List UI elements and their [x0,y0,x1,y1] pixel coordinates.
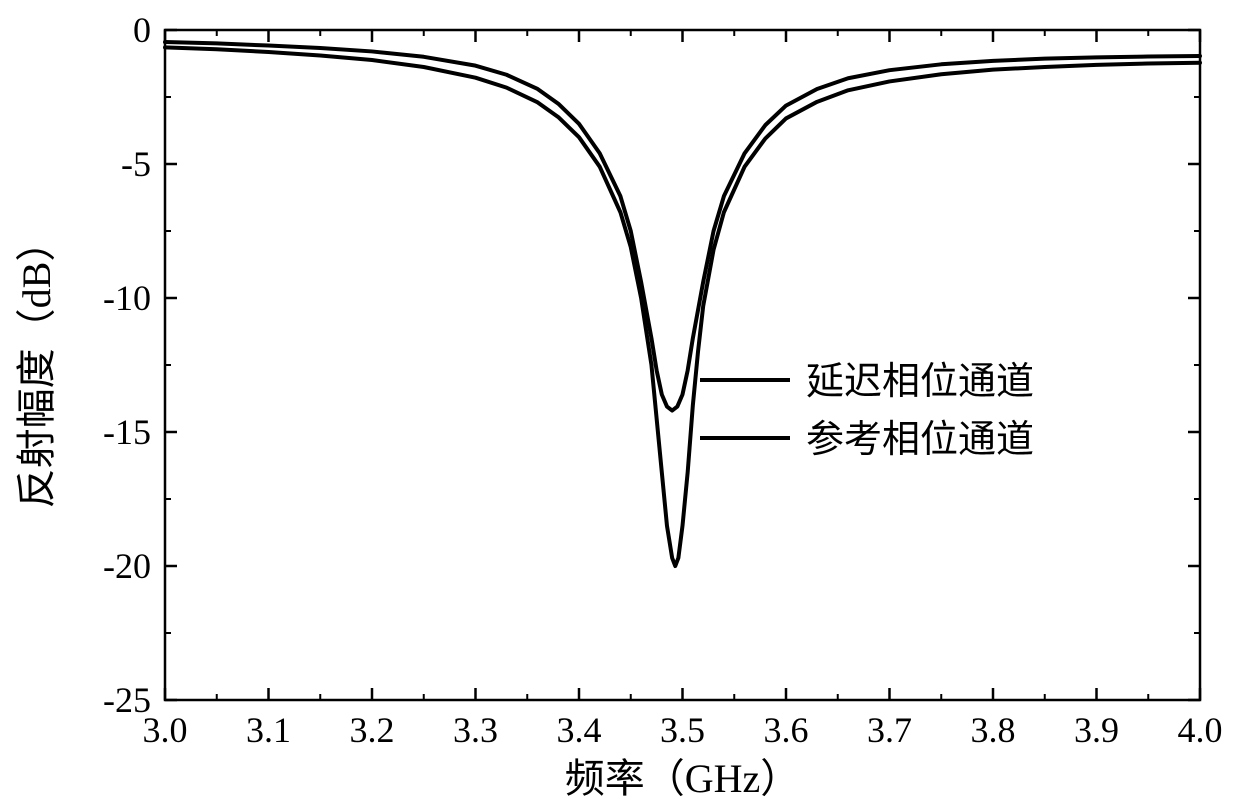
legend-label: 参考相位通道 [806,419,1034,461]
x-tick-label: 3.2 [350,710,395,750]
legend-label: 延迟相位通道 [806,361,1034,403]
y-tick-label: -15 [103,412,151,452]
y-axis-label: 反射幅度（dB） [14,222,59,509]
x-tick-label: 3.3 [453,710,498,750]
chart-container: 3.03.13.23.33.43.53.63.73.83.94.0-25-20-… [0,0,1240,805]
x-tick-label: 3.7 [867,710,912,750]
y-tick-label: -20 [103,546,151,586]
x-tick-label: 3.1 [246,710,291,750]
x-tick-label: 3.8 [971,710,1016,750]
x-tick-label: 3.5 [660,710,705,750]
y-tick-label: -25 [103,680,151,720]
x-tick-label: 3.4 [557,710,602,750]
x-tick-label: 3.9 [1074,710,1119,750]
reflection-chart: 3.03.13.23.33.43.53.63.73.83.94.0-25-20-… [0,0,1240,805]
x-tick-label: 4.0 [1178,710,1223,750]
y-tick-label: 0 [133,10,151,50]
x-axis-label: 频率（GHz） [565,756,801,801]
y-tick-label: -5 [121,144,151,184]
y-tick-label: -10 [103,278,151,318]
x-tick-label: 3.6 [764,710,809,750]
